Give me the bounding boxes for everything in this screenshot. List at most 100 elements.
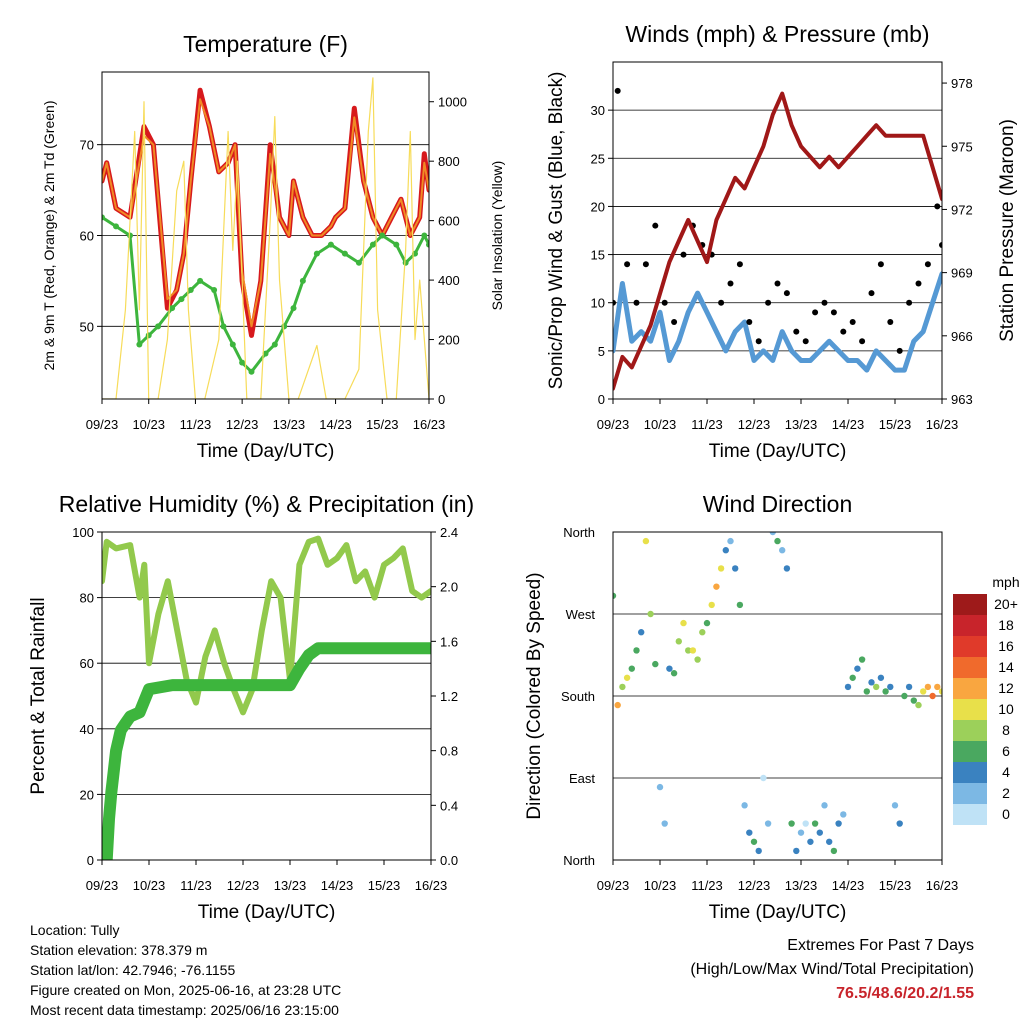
extremes-box: Extremes For Past 7 Days (High/Low/Max W… bbox=[690, 934, 974, 1006]
direction-direction-point bbox=[793, 847, 800, 855]
legend-unit: mph bbox=[992, 574, 1019, 590]
winds-xtick-label: 16/23 bbox=[926, 417, 959, 432]
temperature-xtick-label: 12/23 bbox=[226, 417, 259, 432]
humidity-ytick-right-label: 2.0 bbox=[440, 580, 458, 595]
temperature-2m-td-point bbox=[248, 368, 255, 375]
winds-gust-point bbox=[934, 203, 941, 210]
direction-direction-point bbox=[699, 629, 706, 636]
winds-ytick-label: 0 bbox=[598, 392, 605, 407]
legend-swatch bbox=[953, 615, 987, 636]
humidity-xtick-label: 11/23 bbox=[180, 878, 212, 893]
temperature-ytick-label: 60 bbox=[80, 229, 94, 244]
winds-ytick-label: 10 bbox=[591, 296, 605, 311]
direction-direction-point bbox=[732, 565, 739, 572]
direction-xtick-label: 15/23 bbox=[879, 878, 912, 893]
temperature-2m-td-point bbox=[211, 287, 218, 293]
temperature-plot-area bbox=[102, 77, 429, 399]
legend-swatch bbox=[953, 720, 987, 741]
direction-direction-point bbox=[821, 802, 828, 809]
winds-ylabel: Sonic/Prop Wind & Gust (Blue, Black) bbox=[546, 72, 567, 390]
direction-direction-point bbox=[769, 532, 776, 536]
direction-direction-point bbox=[638, 629, 645, 636]
winds-gust-point bbox=[896, 347, 903, 354]
temperature-2m-td-point bbox=[145, 332, 152, 339]
direction-direction-point bbox=[656, 783, 664, 791]
extremes-title: Extremes For Past 7 Days bbox=[787, 937, 974, 954]
legend-swatch bbox=[953, 783, 987, 804]
direction-direction-point bbox=[666, 665, 673, 672]
direction-direction-point bbox=[652, 660, 659, 668]
winds-ytick-right-label: 963 bbox=[951, 392, 973, 407]
direction-direction-point bbox=[736, 601, 744, 609]
temperature-xtick-label: 13/23 bbox=[273, 417, 306, 432]
winds-gust-point bbox=[613, 299, 616, 306]
temperature-2m-td-point bbox=[426, 241, 429, 248]
direction-ytick-label: East bbox=[569, 771, 595, 786]
humidity-ytick-label: 20 bbox=[80, 787, 94, 802]
direction-ytick-label: West bbox=[566, 607, 596, 622]
direction-xtick-label: 11/23 bbox=[691, 878, 723, 893]
temperature-ytick-right-label: 800 bbox=[438, 154, 460, 169]
direction-direction-point bbox=[788, 820, 795, 827]
temperature-9m-t-line bbox=[102, 98, 429, 328]
extremes-values: 76.5/48.6/20.2/1.55 bbox=[836, 985, 974, 1002]
direction-direction-point bbox=[868, 679, 875, 686]
temperature-xtick-label: 11/23 bbox=[180, 417, 212, 432]
temperature-2m-td-point bbox=[102, 214, 105, 221]
humidity-ylabel: Percent & Total Rainfall bbox=[28, 597, 49, 794]
winds-ytick-label: 5 bbox=[598, 344, 605, 359]
legend-swatch bbox=[953, 804, 987, 825]
direction-frame bbox=[612, 531, 943, 861]
direction-direction-point bbox=[722, 547, 729, 554]
temperature-2m-td-point bbox=[127, 232, 134, 239]
direction-xlabel: Time (Day/UTC) bbox=[709, 902, 847, 923]
direction-direction-point bbox=[910, 697, 917, 704]
temperature-xtick-label: 16/23 bbox=[413, 417, 446, 432]
temperature-ytick-label: 50 bbox=[80, 319, 94, 334]
temperature-2m-td-point bbox=[421, 232, 428, 239]
direction-direction-point bbox=[896, 820, 903, 827]
direction-direction-point bbox=[642, 537, 650, 545]
direction-direction-point bbox=[863, 688, 870, 695]
temperature-ytick-right-label: 1000 bbox=[438, 95, 467, 110]
legend-label: 6 bbox=[1002, 743, 1010, 759]
humidity-xtick-label: 10/23 bbox=[133, 878, 166, 893]
direction-direction-point bbox=[901, 692, 908, 700]
direction-direction-point bbox=[849, 674, 856, 681]
winds-ytick-label: 30 bbox=[591, 103, 605, 118]
direction-direction-point bbox=[760, 774, 767, 782]
winds-ylabel-right: Station Pressure (Maroon) bbox=[997, 119, 1018, 342]
direction-direction-point bbox=[685, 647, 692, 654]
winds-gust-point bbox=[924, 261, 931, 268]
humidity-frame bbox=[101, 531, 432, 861]
direction-direction-point bbox=[905, 683, 913, 691]
direction-direction-point bbox=[929, 692, 936, 700]
direction-direction-point bbox=[755, 847, 762, 855]
temperature-2m-td-point bbox=[136, 341, 143, 348]
direction-direction-point bbox=[854, 665, 861, 672]
winds-ytick-label: 25 bbox=[591, 151, 605, 166]
direction-direction-point bbox=[680, 619, 687, 627]
temperature-xtick-label: 10/23 bbox=[132, 417, 165, 432]
winds-ytick-right-label: 966 bbox=[951, 329, 973, 344]
legend-swatch bbox=[953, 762, 987, 783]
temperature-2m-td-point bbox=[187, 287, 194, 293]
direction-xtick-label: 13/23 bbox=[785, 878, 818, 893]
temperature-2m-td-point bbox=[355, 259, 362, 266]
legend-label: 8 bbox=[1002, 722, 1010, 738]
direction-direction-point bbox=[703, 619, 711, 627]
direction-direction-point bbox=[858, 656, 866, 663]
legend-swatch bbox=[953, 636, 987, 657]
humidity-ytick-label: 40 bbox=[80, 722, 94, 737]
temperature-solar-line bbox=[102, 77, 429, 399]
temperature-2m-td-point bbox=[341, 250, 348, 257]
legend-swatch bbox=[953, 594, 987, 615]
humidity-xtick-label: 14/23 bbox=[321, 878, 354, 893]
temperature-xtick-label: 15/23 bbox=[366, 417, 399, 432]
winds-plot-area bbox=[613, 87, 942, 391]
legend-label: 20+ bbox=[994, 596, 1018, 612]
winds-ytick-label: 15 bbox=[591, 248, 605, 263]
humidity-ytick-right-label: 2.4 bbox=[440, 525, 458, 540]
figure-created: Figure created on Mon, 2025-06-16, at 23… bbox=[30, 982, 342, 998]
